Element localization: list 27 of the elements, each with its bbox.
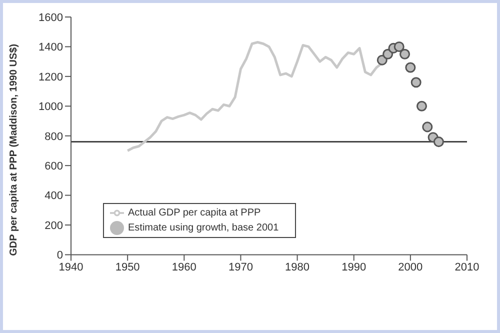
legend-label: Estimate using growth, base 2001 (128, 222, 279, 234)
point (416, 100, 428, 112)
y-tick-label: 0 (56, 250, 63, 262)
y-tick-label: 400 (44, 190, 63, 202)
point (394, 41, 404, 52)
x-tick-label: 1990 (342, 262, 366, 274)
point (422, 122, 433, 132)
point (410, 77, 422, 88)
y-tick-label: 1600 (38, 12, 63, 24)
y-tick-label: 1000 (38, 101, 63, 114)
x-tick-label: 1980 (285, 262, 310, 274)
x-tick-label: 2010 (454, 262, 480, 274)
x-tick-label: 2000 (398, 262, 423, 274)
x-tick-label: 1960 (172, 262, 196, 274)
y-axis-title: GDP per capita at PPP (Maddison, 1990 US$) (8, 44, 20, 256)
x-tick-label: 1940 (58, 262, 84, 274)
legend-label: Actual GDP per capita at PPP (128, 208, 261, 219)
y-tick-label: 1200 (38, 71, 63, 84)
x-tick-label: 1970 (228, 262, 253, 274)
y-tick-label: 600 (44, 160, 63, 172)
point (400, 48, 410, 60)
y-tick-label: 1400 (38, 42, 63, 54)
point (405, 62, 416, 73)
y-tick-label: 800 (44, 130, 63, 143)
point (433, 136, 444, 148)
x-tick-label: 1950 (115, 262, 140, 274)
y-tick-label: 200 (44, 220, 63, 232)
